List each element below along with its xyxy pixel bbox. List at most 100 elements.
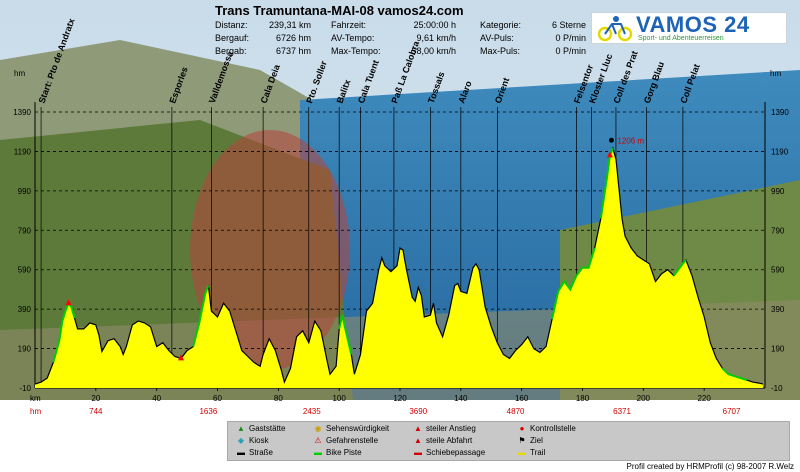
legend-item-kiosk: ◆ Kiosk (236, 436, 269, 445)
y-axis-unit-left: hm (14, 69, 25, 78)
cyclist-logo-icon (597, 16, 633, 42)
waypoint-label-2: Valldemossa (207, 49, 235, 105)
logo-name: VAMOS 24 (636, 12, 750, 37)
stat-ascent-value: 6726 hm (275, 33, 311, 43)
y-tick-left-990: 990 (18, 187, 32, 196)
y-tick-right-1190: 1190 (771, 147, 789, 156)
credit-text: Profil created by HRMProfil (c) 98-2007 … (626, 462, 794, 471)
legend-label: Kiosk (249, 436, 269, 445)
legend-label: Schiebepassage (426, 448, 486, 457)
y-tick-right-190: 190 (771, 345, 785, 354)
kiosk-icon: ◆ (237, 436, 245, 445)
hm-row-value-3: 3690 (409, 407, 427, 416)
trail-icon: ▬ (518, 448, 526, 457)
hm-row-label: hm (30, 407, 41, 416)
legend-label: Sehenswürdigkeit (326, 424, 390, 433)
x-tick-180: 180 (576, 394, 590, 403)
waypoint-label-10: Orient (493, 76, 511, 104)
stat-category-label: Kategorie: (480, 20, 522, 30)
hm-row-value-1: 1636 (199, 407, 217, 416)
x-tick-160: 160 (515, 394, 529, 403)
legend-item-sight: ◉ Sehenswürdigkeit (313, 424, 390, 433)
road-icon: ▬ (237, 448, 245, 457)
waypoint-label-1: Esporles (167, 66, 189, 105)
y-tick-left-1390: 1390 (13, 108, 31, 117)
waypoint-label-8: Tossals (426, 70, 447, 104)
vamos24-logo[interactable]: VAMOS 24 Sport- und Abenteuerreisen (591, 12, 787, 44)
bike-piste-segment-5 (673, 259, 687, 277)
y-tick-right-590: 590 (771, 266, 785, 275)
waypoint-label-13: Coll des Prat (611, 50, 639, 105)
profile-line (34, 146, 764, 385)
x-tick-60: 60 (213, 394, 222, 403)
x-tick-220: 220 (697, 394, 711, 403)
waypoint-label-12: Kloster Lluc (587, 52, 614, 104)
x-tick-80: 80 (274, 394, 283, 403)
x-tick-20: 20 (91, 394, 100, 403)
steep-climb-marker-0 (65, 299, 72, 306)
y-tick-right-990: 990 (771, 187, 785, 196)
legend-label: Trail (530, 448, 546, 457)
x-axis-unit: km (30, 394, 41, 403)
legend-item-house: ▲ Gaststätte (236, 424, 285, 433)
stat-avg-pulse-label: AV-Puls: (480, 33, 514, 43)
y-tick-left-390: 390 (18, 305, 32, 314)
x-tick-40: 40 (152, 394, 161, 403)
bike-piste-segment-3 (551, 247, 596, 320)
stat-riding-time-value: 25:00:00 h (413, 20, 456, 30)
hm-row-value-0: 744 (89, 407, 103, 416)
legend-label: steile Abfahrt (426, 436, 473, 445)
checkpoint-icon: ● (519, 424, 525, 433)
hm-row-value-4: 4870 (507, 407, 525, 416)
x-tick-200: 200 (637, 394, 651, 403)
legend-label: steiler Anstieg (426, 424, 476, 433)
legend-item-steep-climb: ▲ steiler Anstieg (413, 424, 476, 433)
bike-piste-icon: ▬ (314, 448, 322, 457)
legend-label: Gefahrenstelle (326, 436, 379, 445)
y-tick-right-790: 790 (771, 226, 785, 235)
legend-label: Gaststätte (249, 424, 286, 433)
stat-avg-speed-label: AV-Tempo: (331, 33, 375, 43)
stat-avg-speed-value: 9,61 km/h (416, 33, 456, 43)
waypoint-label-6: Cala Tuent (356, 59, 381, 105)
y-tick-right-390: 390 (771, 305, 785, 314)
route-title: Trans Tramuntana-MAI-08 vamos24.com (215, 3, 464, 18)
finish-flag-icon: ⚑ (518, 436, 526, 445)
stat-max-pulse-label: Max-Puls: (480, 46, 521, 56)
x-tick-140: 140 (454, 394, 468, 403)
y-tick-left--10: -10 (19, 384, 31, 393)
peak-label: 1206 m (617, 136, 644, 145)
steep-climb-icon: ▲ (414, 424, 422, 433)
stat-category-value: 6 Sterne (551, 20, 586, 30)
legend: ▲ Gaststätte ◆ Kiosk ▬ Straße ◉ Sehenswürdigkei… (227, 421, 790, 461)
waypoint-label-15: Coll Pelat (678, 63, 701, 105)
bike-piste-segment-6 (721, 367, 748, 382)
y-tick-left-790: 790 (18, 226, 32, 235)
danger-icon: ⚠ (314, 436, 322, 445)
logo-tagline: Sport- und Abenteuerreisen (638, 35, 724, 42)
hm-row-value-5: 6371 (613, 407, 631, 416)
legend-item-steep-descent: ▲ steile Abfahrt (413, 436, 472, 445)
x-tick-120: 120 (393, 394, 407, 403)
sight-icon: ◉ (314, 424, 322, 433)
steep-descent-icon: ▲ (414, 436, 422, 445)
stat-descent-value: 6737 hm (275, 46, 311, 56)
legend-label: Ziel (530, 436, 543, 445)
bike-piste-segment-4 (599, 147, 614, 219)
bike-piste-segment-2 (338, 314, 353, 355)
header: Trans Tramuntana-MAI-08 vamos24.com Dist… (0, 0, 800, 60)
waypoint-label-4: Pto. Soller (304, 59, 329, 105)
house-icon: ▲ (237, 424, 245, 433)
legend-label: Straße (249, 448, 274, 457)
y-tick-left-1190: 1190 (14, 147, 32, 156)
stat-distance-label: Distanz: (215, 20, 248, 30)
legend-item-finish-flag: ⚑ Ziel (517, 436, 543, 445)
stat-distance-value: 239,31 km (268, 20, 311, 30)
legend-item-road: ▬ Straße (236, 448, 273, 457)
y-tick-right-1390: 1390 (771, 108, 789, 117)
stat-riding-time-label: Fahrzeit: (331, 20, 367, 30)
bike-piste-segment-0 (52, 301, 76, 363)
waypoint-label-7: Paß La Calobra (389, 39, 421, 105)
peak-marker-icon (608, 137, 614, 143)
